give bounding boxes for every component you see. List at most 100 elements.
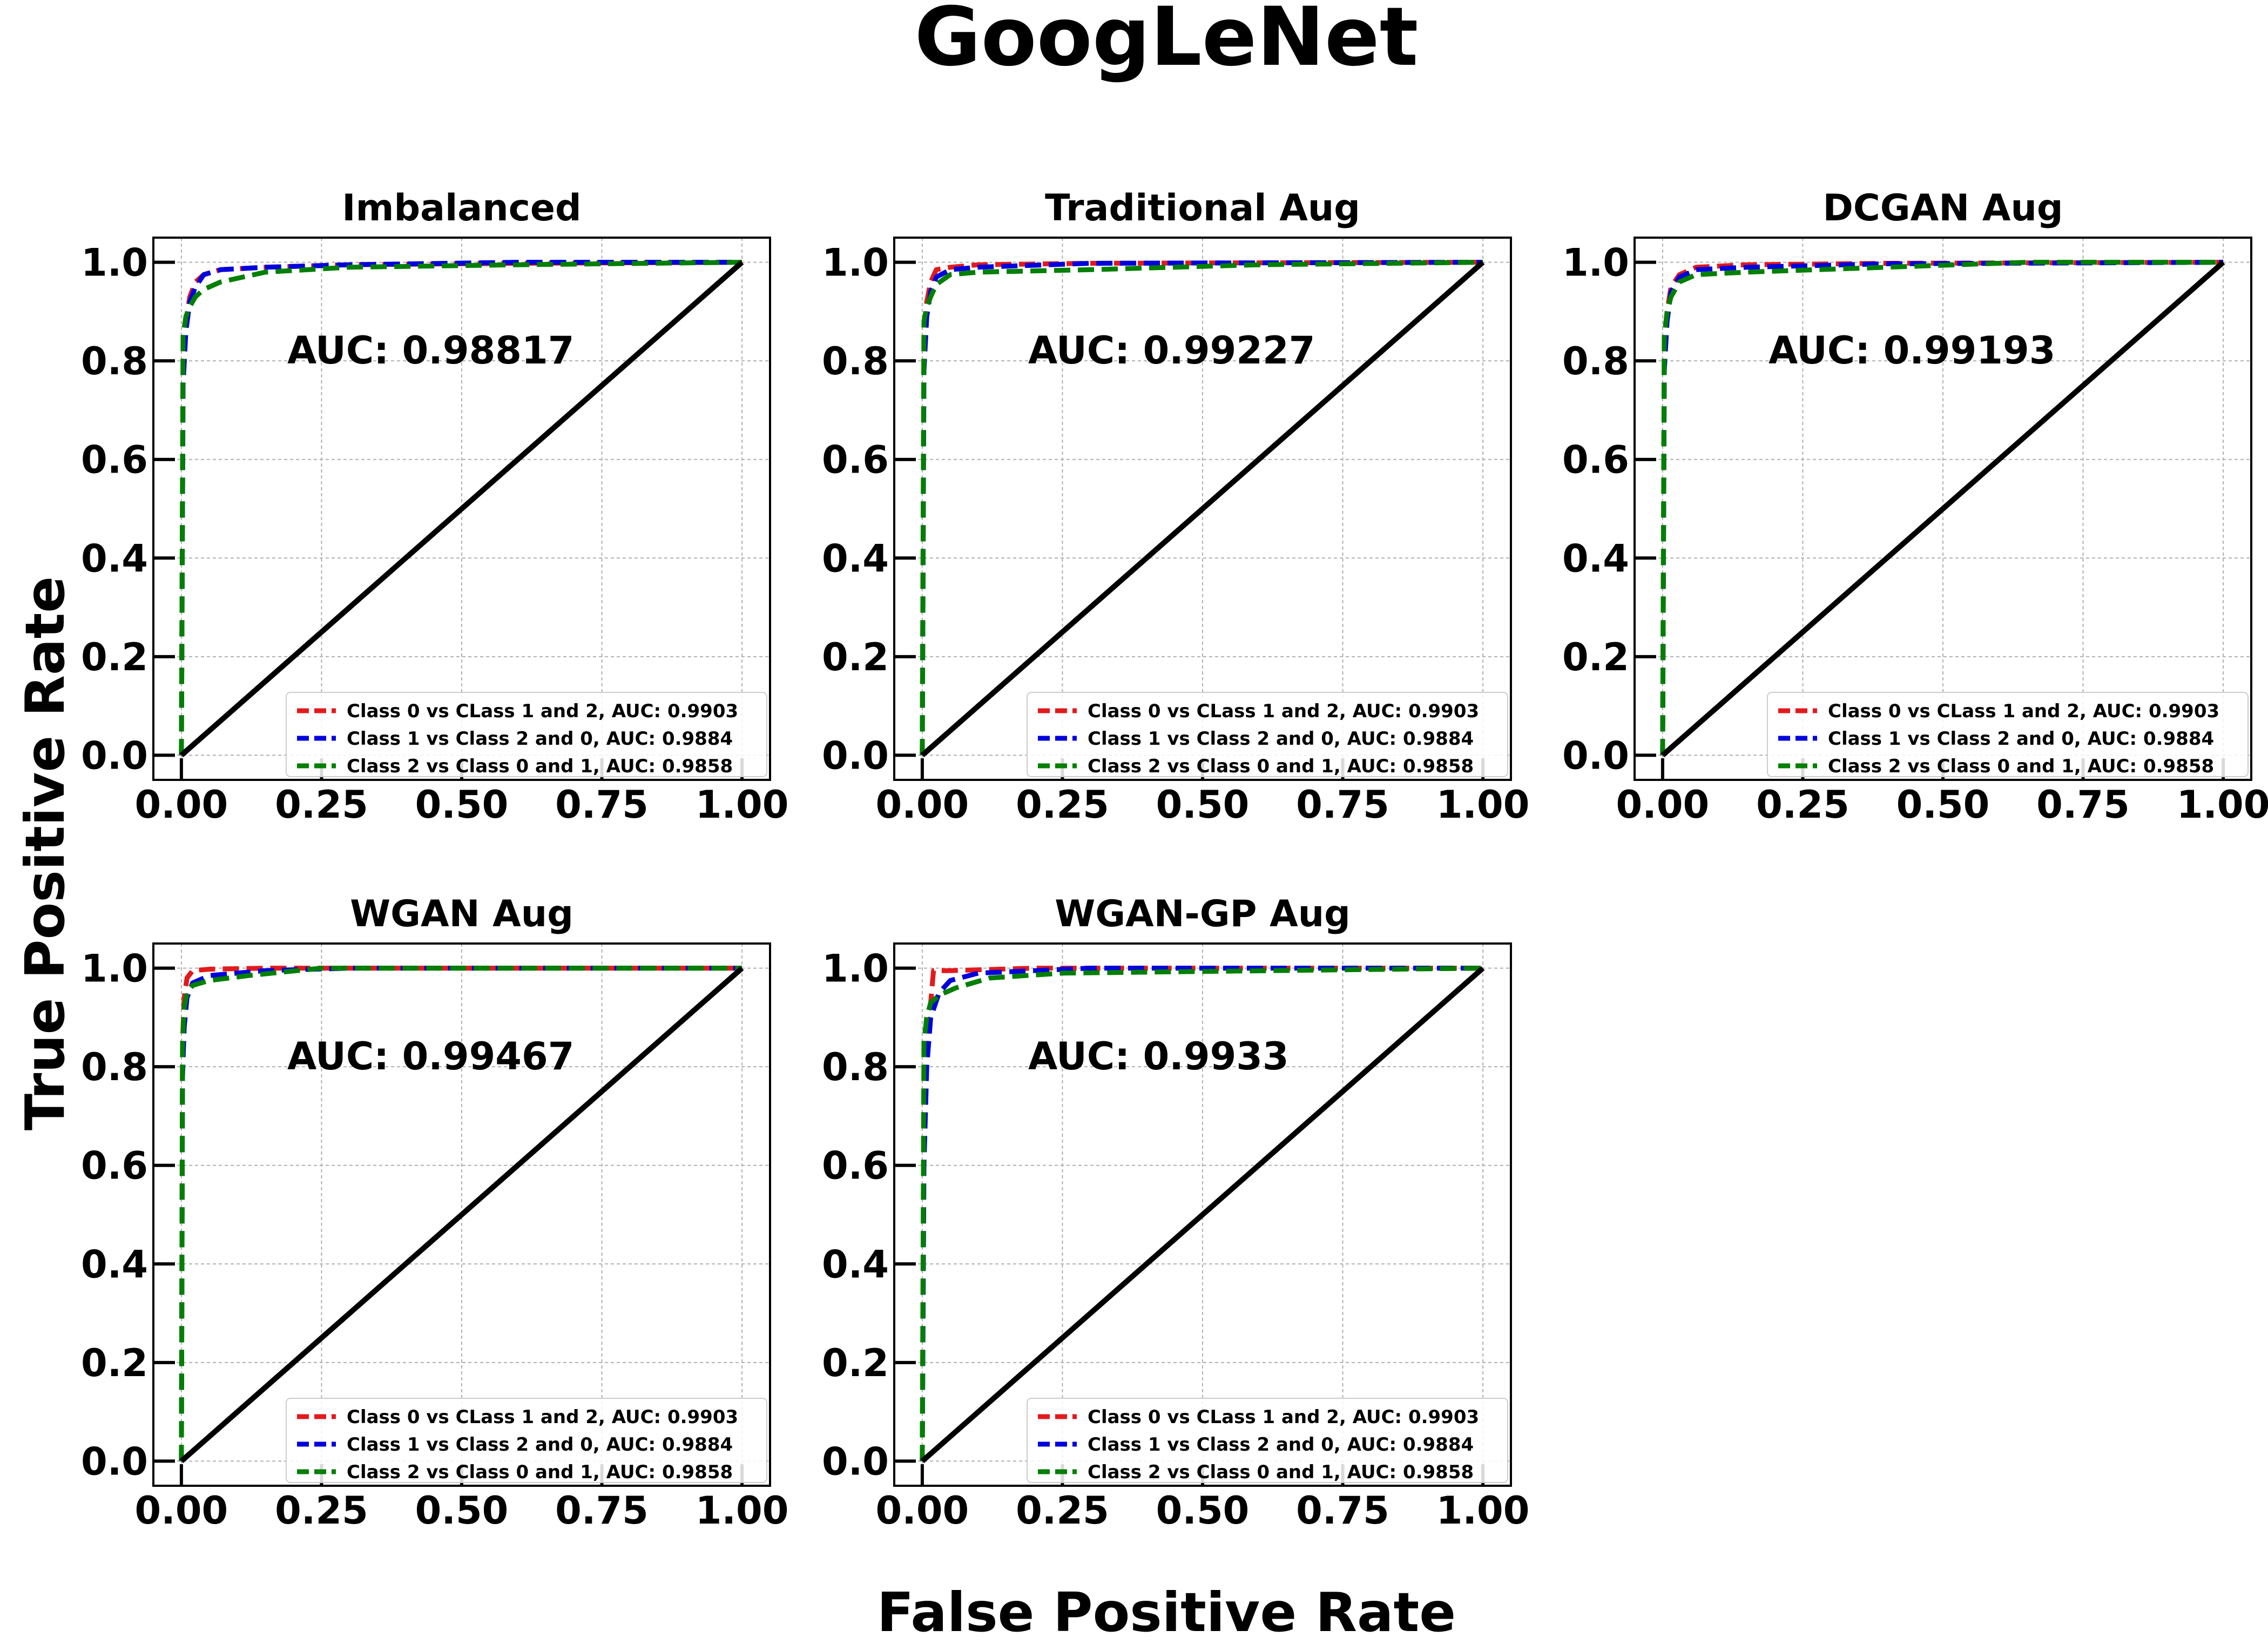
roc-curve-class-2 — [179, 966, 742, 1461]
y-tick-label: 0.6 — [81, 438, 148, 482]
legend-entry-label: Class 0 vs CLass 1 and 2, AUC: 0.9903 — [1088, 1406, 1479, 1428]
subplot-title: Imbalanced — [342, 187, 581, 230]
x-tick-label: 0.00 — [135, 1488, 228, 1533]
x-tick-label: 0.50 — [415, 1488, 509, 1533]
x-tick-label: 1.00 — [1436, 1488, 1530, 1533]
chance-diagonal-line — [1660, 260, 2225, 758]
x-tick-label: 0.25 — [275, 1488, 368, 1533]
roc-curve-class-2 — [920, 260, 1483, 756]
roc-panel: 0.00 0.25 0.50 0.75 1.00 0.0 0.2 0.4 0.6 0.8 1.0 Im… — [81, 187, 788, 827]
y-tick-label: 0.6 — [822, 1144, 889, 1188]
roc-panel: 0.00 0.25 0.50 0.75 1.00 0.0 0.2 0.4 0.6 0.8 1.0 DC… — [1562, 187, 2268, 827]
y-tick-label: 0.2 — [822, 635, 889, 679]
x-tick-label: 1.00 — [696, 1488, 789, 1533]
y-tick-label: 1.0 — [81, 947, 148, 991]
legend-entry-label: Class 1 vs Class 2 and 0, AUC: 0.9884 — [1088, 1434, 1474, 1456]
chance-diagonal-line — [920, 260, 1485, 758]
x-tick-label: 0.00 — [876, 1488, 969, 1533]
legend-entry-label: Class 0 vs CLass 1 and 2, AUC: 0.9903 — [1828, 700, 2219, 722]
legend: Class 0 vs CLass 1 and 2, AUC: 0.9903 Cla… — [1027, 1398, 1508, 1483]
x-tick-label: 1.00 — [2177, 783, 2268, 827]
subplot-title: WGAN Aug — [350, 893, 573, 935]
x-tick-label: 0.00 — [876, 783, 969, 827]
x-tick-label: 0.25 — [1016, 1488, 1109, 1533]
x-tick-label: 0.75 — [555, 783, 649, 827]
subplot-title: Traditional Aug — [1045, 187, 1360, 230]
legend-box — [286, 1398, 767, 1483]
legend-box — [1027, 1398, 1508, 1483]
x-tick-label: 0.25 — [1016, 783, 1109, 827]
y-tick-label: 0.8 — [822, 339, 889, 383]
figure-xlabel: False Positive Rate — [877, 1581, 1456, 1644]
x-tick-label: 0.75 — [555, 1488, 649, 1533]
legend-entry-label: Class 1 vs Class 2 and 0, AUC: 0.9884 — [347, 1434, 733, 1456]
y-tick-label: 0.0 — [81, 1439, 148, 1484]
legend-entry-label: Class 0 vs CLass 1 and 2, AUC: 0.9903 — [347, 1406, 738, 1428]
roc-curve-class-1 — [1660, 260, 2224, 756]
x-tick-label: 0.50 — [1156, 1488, 1250, 1533]
y-tick-label: 0.4 — [822, 536, 889, 581]
y-tick-label: 0.0 — [822, 1439, 889, 1484]
subplot-grid: 0.00 0.25 0.50 0.75 1.00 0.0 0.2 0.4 0.6 0.8 1.0 Im… — [81, 187, 2268, 1533]
y-tick-label: 0.0 — [822, 733, 889, 778]
chance-diagonal-line — [179, 966, 744, 1464]
figure-ylabel: True Positive Rate — [14, 576, 77, 1130]
subplot-title: WGAN-GP Aug — [1055, 893, 1351, 935]
legend-entry-label: Class 0 vs CLass 1 and 2, AUC: 0.9903 — [347, 700, 738, 722]
legend-box — [286, 692, 767, 777]
x-tick-label: 0.75 — [2036, 783, 2130, 827]
legend: Class 0 vs CLass 1 and 2, AUC: 0.9903 Cla… — [1767, 692, 2249, 777]
roc-curve-class-1 — [920, 260, 1483, 756]
x-tick-label: 0.00 — [135, 783, 228, 827]
auc-annotation: AUC: 0.98817 — [287, 328, 574, 373]
auc-annotation: AUC: 0.99193 — [1769, 328, 2055, 373]
auc-annotation: AUC: 0.99227 — [1028, 328, 1315, 373]
y-tick-label: 0.6 — [822, 438, 889, 482]
y-tick-label: 1.0 — [822, 241, 889, 285]
legend-entry-label: Class 0 vs CLass 1 and 2, AUC: 0.9903 — [1088, 700, 1479, 722]
chance-diagonal-line — [920, 966, 1485, 1464]
roc-panel: 0.00 0.25 0.50 0.75 1.00 0.0 0.2 0.4 0.6 0.8 1.0 WG… — [822, 893, 1529, 1533]
x-tick-label: 1.00 — [1436, 783, 1530, 827]
roc-curve-class-2 — [1660, 260, 2224, 756]
y-tick-label: 0.2 — [822, 1341, 889, 1385]
legend-entry-label: Class 2 vs Class 0 and 1, AUC: 0.9858 — [347, 1461, 733, 1483]
subplot-title: DCGAN Aug — [1823, 187, 2063, 230]
y-tick-label: 1.0 — [822, 947, 889, 991]
x-tick-label: 0.25 — [1756, 783, 1850, 827]
auc-annotation: AUC: 0.9933 — [1028, 1034, 1289, 1079]
legend-entry-label: Class 2 vs Class 0 and 1, AUC: 0.9858 — [347, 756, 733, 777]
legend-entry-label: Class 2 vs Class 0 and 1, AUC: 0.9858 — [1088, 756, 1474, 777]
legend: Class 0 vs CLass 1 and 2, AUC: 0.9903 Cla… — [286, 1398, 767, 1483]
y-tick-label: 0.8 — [81, 1045, 148, 1089]
y-tick-label: 0.4 — [81, 536, 148, 581]
y-tick-label: 0.4 — [1562, 536, 1629, 581]
legend-entry-label: Class 1 vs Class 2 and 0, AUC: 0.9884 — [1088, 728, 1474, 750]
y-tick-label: 0.8 — [822, 1045, 889, 1089]
chance-diagonal-line — [179, 260, 744, 758]
y-tick-label: 0.2 — [1562, 635, 1629, 679]
y-tick-label: 0.2 — [81, 635, 148, 679]
legend-entry-label: Class 1 vs Class 2 and 0, AUC: 0.9884 — [1828, 728, 2214, 750]
x-tick-label: 0.25 — [275, 783, 368, 827]
y-tick-label: 0.6 — [1562, 438, 1629, 482]
roc-curve-class-2 — [179, 260, 742, 756]
y-tick-label: 0.0 — [81, 733, 148, 778]
x-tick-label: 0.00 — [1616, 783, 1710, 827]
roc-curve-class-0 — [179, 966, 742, 1461]
roc-panel: 0.00 0.25 0.50 0.75 1.00 0.0 0.2 0.4 0.6 0.8 1.0 Tr… — [822, 187, 1529, 827]
y-tick-label: 0.4 — [822, 1242, 889, 1286]
y-tick-label: 0.8 — [81, 339, 148, 383]
roc-curve-class-2 — [920, 966, 1483, 1461]
y-tick-label: 1.0 — [1562, 241, 1629, 285]
y-tick-label: 0.2 — [81, 1341, 148, 1385]
legend: Class 0 vs CLass 1 and 2, AUC: 0.9903 Cla… — [286, 692, 767, 777]
x-tick-label: 0.75 — [1296, 783, 1389, 827]
roc-panel: 0.00 0.25 0.50 0.75 1.00 0.0 0.2 0.4 0.6 0.8 1.0 WG… — [81, 893, 788, 1533]
x-tick-label: 1.00 — [696, 783, 789, 827]
y-tick-label: 1.0 — [81, 241, 148, 285]
legend-entry-label: Class 2 vs Class 0 and 1, AUC: 0.9858 — [1088, 1461, 1474, 1483]
y-tick-label: 0.0 — [1562, 733, 1629, 778]
auc-annotation: AUC: 0.99467 — [287, 1034, 574, 1079]
